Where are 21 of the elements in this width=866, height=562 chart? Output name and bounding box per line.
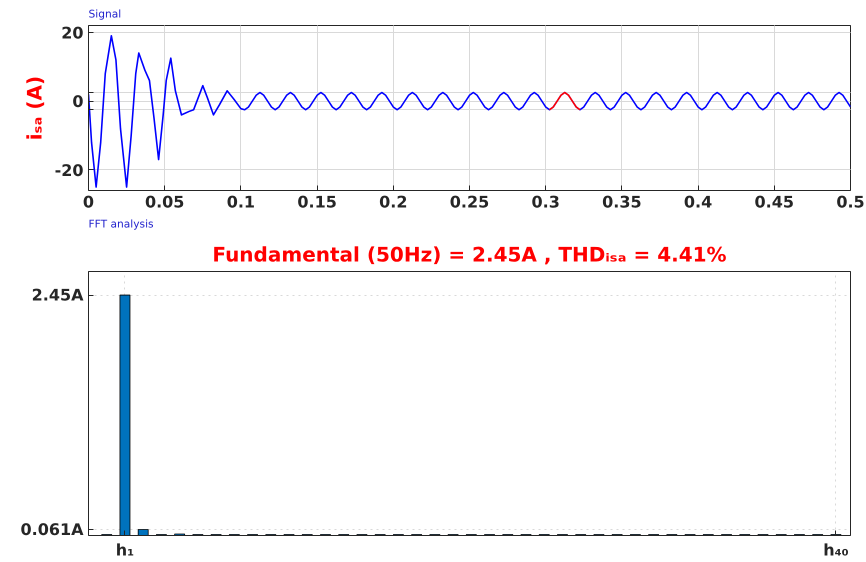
text: Signal xyxy=(88,8,122,20)
x-tick-label: h₁ xyxy=(116,540,134,560)
x-tick-label: 0.05 xyxy=(144,192,184,212)
x-tick-label: 0.1 xyxy=(226,192,256,212)
x-tick-label: 0.4 xyxy=(684,192,712,212)
x-tick-label: 0.5 xyxy=(836,192,865,212)
y-tick-label: 2.45A xyxy=(32,286,84,305)
y-tick-label: -20 xyxy=(54,160,84,180)
x-tick-label: 0.2 xyxy=(379,192,408,212)
x-tick-label: 0.25 xyxy=(450,192,490,212)
x-tick-label: h₄₀ xyxy=(823,540,849,560)
y-tick-label: 0.061A xyxy=(20,520,84,540)
x-tick-label: 0.35 xyxy=(602,192,642,212)
text: FFT analysis xyxy=(88,218,154,230)
x-tick-label: 0.15 xyxy=(297,192,337,212)
x-tick-label: 0.45 xyxy=(754,192,794,212)
y-tick-label: 0 xyxy=(72,92,84,112)
chart-title: Fundamental (50Hz) = 2.45A , THDᵢₛₐ = 4.41% xyxy=(212,242,727,266)
y-tick-label: 20 xyxy=(61,23,84,42)
y-axis-title: iₛₐ (A) xyxy=(22,76,47,140)
x-tick-label: 0.3 xyxy=(532,192,560,212)
